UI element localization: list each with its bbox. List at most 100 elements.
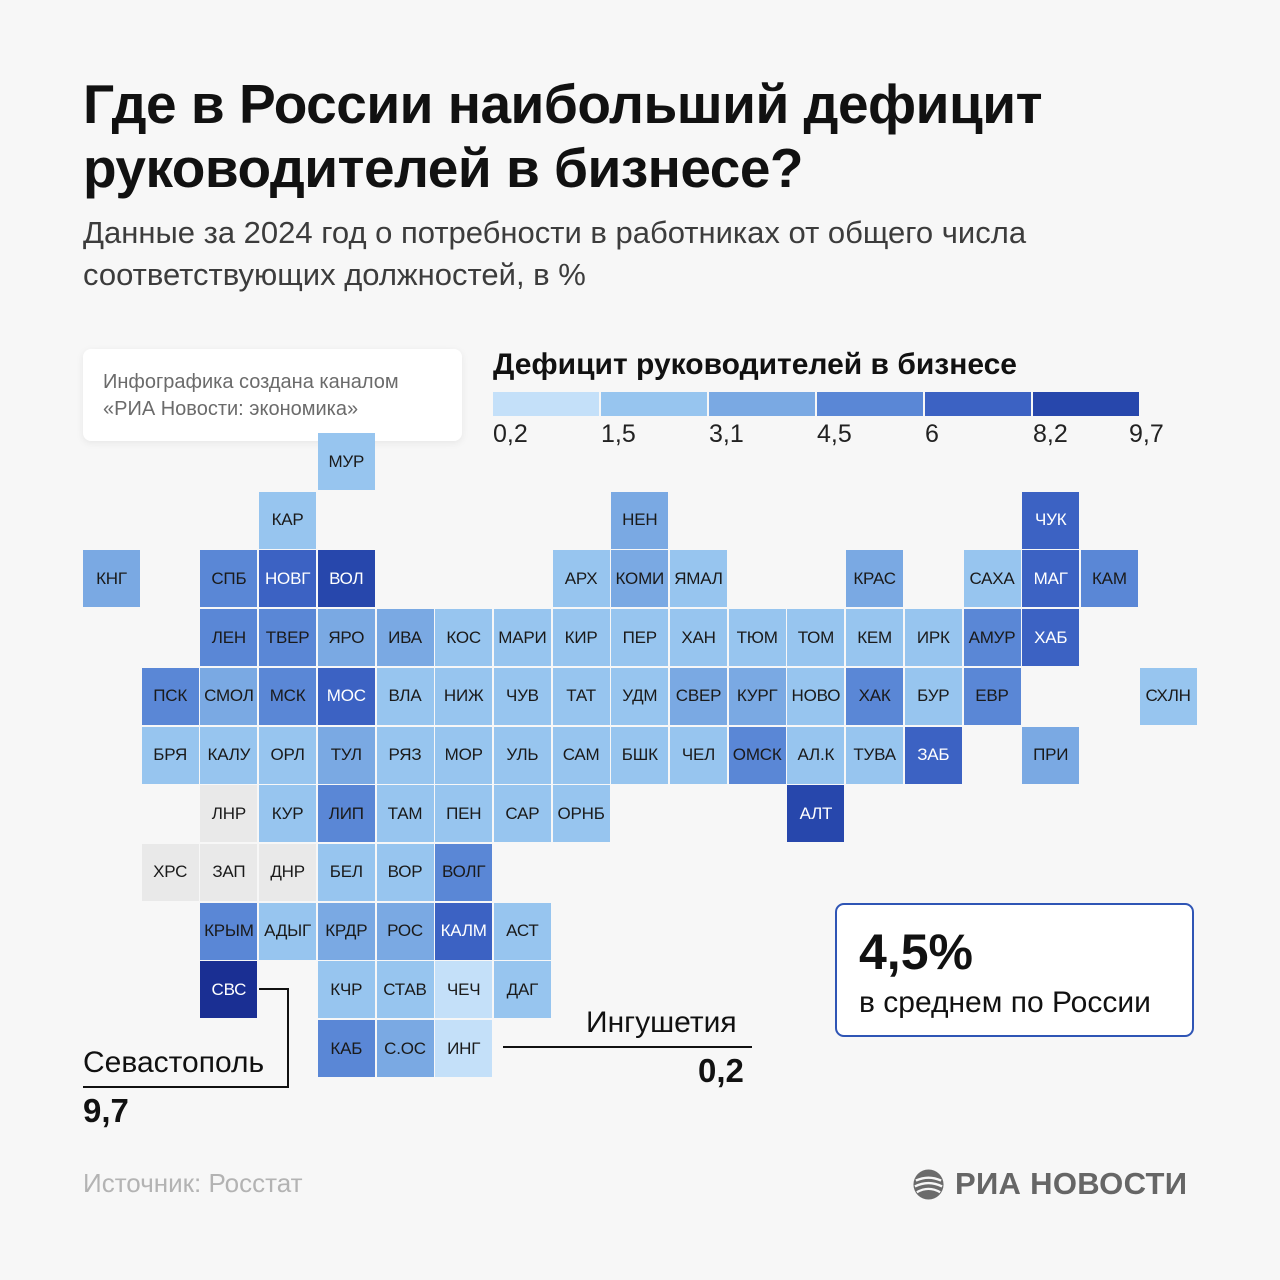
- region-tile: ПЕН: [435, 785, 493, 843]
- region-tile: МАГ: [1022, 550, 1080, 608]
- region-tile: САР: [493, 785, 551, 843]
- region-tile: МАРИ: [493, 609, 551, 667]
- region-tile: АСТ: [493, 902, 551, 960]
- region-tile: ВОР: [376, 843, 434, 901]
- region-tile: ТУЛ: [317, 726, 375, 784]
- region-tile: БШК: [611, 726, 669, 784]
- average-box: 4,5% в среднем по России: [835, 903, 1194, 1037]
- legend-swatch-4: [925, 392, 1031, 416]
- region-tile: НОВО: [787, 667, 845, 725]
- legend-swatch-5: [1033, 392, 1139, 416]
- region-tile: ТУВА: [846, 726, 904, 784]
- region-tile: ХАБ: [1022, 609, 1080, 667]
- sevastopol-label: Севастополь: [83, 1046, 265, 1079]
- region-tile: КУР: [259, 785, 317, 843]
- region-tile: БРЯ: [141, 726, 199, 784]
- ingushetia-label: Ингушетия: [586, 1006, 737, 1039]
- region-tile: БЕЛ: [317, 843, 375, 901]
- region-tile: ПРИ: [1022, 726, 1080, 784]
- region-tile: МСК: [259, 667, 317, 725]
- legend-break-label: 3,1: [709, 420, 744, 448]
- region-tile: ДАГ: [493, 961, 551, 1019]
- region-tile: КИР: [552, 609, 610, 667]
- region-tile: ТЮМ: [728, 609, 786, 667]
- region-tile: КУРГ: [728, 667, 786, 725]
- sevastopol-callout-underline: [83, 1086, 289, 1088]
- region-tile: КАБ: [317, 1020, 375, 1077]
- legend-swatch-0: [493, 392, 599, 416]
- region-tile: БУР: [904, 667, 962, 725]
- legend-break-label: 8,2: [1033, 420, 1068, 448]
- region-tile: КАР: [259, 491, 317, 549]
- credit-text: Инфографика создана каналом «РИА Новости…: [103, 371, 399, 420]
- region-tile: ЯМАЛ: [670, 550, 727, 608]
- region-tile: УЛЬ: [493, 726, 551, 784]
- region-tile: КАЛМ: [435, 902, 493, 960]
- region-tile: ЧУК: [1022, 491, 1080, 549]
- chart-subtitle: Данные за 2024 год о потребности в работ…: [83, 215, 1027, 292]
- ria-novosti-wordmark: РИА НОВОСТИ: [955, 1166, 1188, 1201]
- region-tile: КОМИ: [611, 550, 669, 608]
- sevastopol-callout-line: [259, 988, 289, 990]
- sevastopol-value: 9,7: [83, 1092, 129, 1129]
- region-tile: ЛИП: [317, 785, 375, 843]
- region-tile: ЗАБ: [904, 726, 962, 784]
- ingushetia-value: 0,2: [698, 1052, 744, 1089]
- region-tile: ИРК: [904, 609, 962, 667]
- region-tile: ЕВР: [963, 667, 1021, 725]
- region-tile: СВЕР: [670, 667, 727, 725]
- region-tile: КРДР: [317, 902, 375, 960]
- region-tile: КАМ: [1080, 550, 1138, 608]
- credit-box: Инфографика создана каналом «РИА Новости…: [83, 349, 462, 441]
- region-tile: НОВГ: [259, 550, 317, 608]
- legend-break-label: 6: [925, 420, 939, 448]
- region-tile: ХАК: [846, 667, 904, 725]
- region-tile: КРАС: [846, 550, 904, 608]
- region-tile: ИВА: [376, 609, 434, 667]
- legend-title: Дефицит руководителей в бизнесе: [493, 348, 1017, 381]
- ria-novosti-logo: РИА НОВОСТИ: [912, 1166, 1187, 1202]
- region-tile: ЧЕЛ: [670, 726, 727, 784]
- region-tile: ХАН: [670, 609, 727, 667]
- region-tile: СМОЛ: [200, 667, 258, 725]
- region-tile: КОС: [435, 609, 493, 667]
- region-tile: ХРС: [141, 843, 199, 901]
- region-tile: ТАТ: [552, 667, 610, 725]
- region-tile: АЛ.К: [787, 726, 845, 784]
- region-tile: НЕН: [611, 491, 669, 549]
- region-tile: С.ОС: [376, 1020, 434, 1077]
- region-tile: ЧУВ: [493, 667, 551, 725]
- region-tile: ОРНБ: [552, 785, 610, 843]
- region-tile: ОМСК: [728, 726, 786, 784]
- legend-swatch-2: [709, 392, 815, 416]
- region-tile: ЗАП: [200, 843, 258, 901]
- legend-break-label: 9,7: [1129, 420, 1164, 448]
- region-tile: ЧЕЧ: [435, 961, 493, 1019]
- sevastopol-callout-line-vertical: [287, 988, 289, 1088]
- region-tile: САХА: [963, 550, 1021, 608]
- region-tile: ОРЛ: [259, 726, 317, 784]
- average-label: в среднем по России: [859, 986, 1151, 1019]
- region-tile: ЛНР: [200, 785, 258, 843]
- legend-color-scale: [493, 392, 1139, 416]
- source-note: Источник: Росстат: [83, 1168, 303, 1198]
- ria-globe-icon: [913, 1168, 944, 1200]
- region-tile: КРЫМ: [200, 902, 258, 960]
- region-tile: МОС: [317, 667, 375, 725]
- region-tile: ЯРО: [317, 609, 375, 667]
- region-tile: САМ: [552, 726, 610, 784]
- region-tile: ЛЕН: [200, 609, 258, 667]
- region-tile: ВОЛ: [317, 550, 375, 608]
- region-tile: КЕМ: [846, 609, 904, 667]
- region-tile: МУР: [317, 433, 375, 490]
- legend-break-label: 0,2: [493, 420, 528, 448]
- region-tile: ВЛА: [376, 667, 434, 725]
- region-tile: РОС: [376, 902, 434, 960]
- legend-swatch-1: [601, 392, 707, 416]
- region-tile: ИНГ: [435, 1020, 493, 1077]
- region-tile: СВС: [200, 961, 258, 1019]
- region-tile: АЛТ: [787, 785, 845, 843]
- ingushetia-callout-line: [503, 1046, 752, 1048]
- region-tile: СПБ: [200, 550, 258, 608]
